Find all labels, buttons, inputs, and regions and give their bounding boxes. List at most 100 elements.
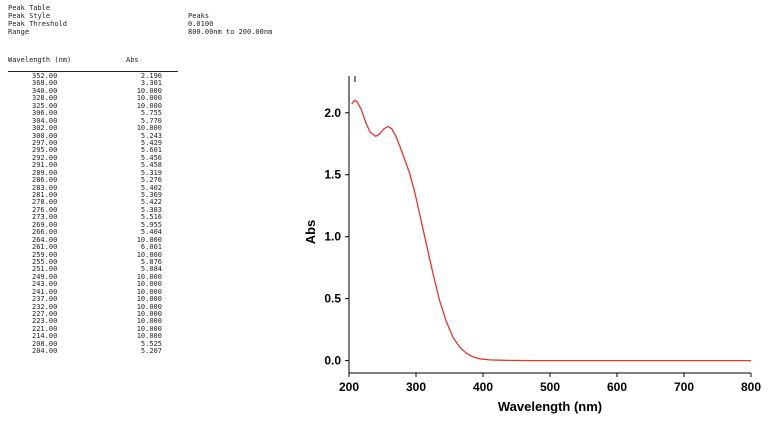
table-row: 281.00 5.369	[8, 191, 178, 199]
table-row: 223.00 10.000	[8, 317, 178, 326]
peak-threshold-label: Peak Threshold	[8, 20, 68, 28]
peak-abs: 3.301	[140, 79, 162, 88]
peak-wavelength: 227.00	[32, 310, 58, 318]
table-row: 227.00 10.000	[8, 310, 178, 318]
peak-wavelength: 266.00	[32, 228, 58, 237]
table-row: 264.00 10.000	[8, 235, 178, 244]
peak-wavelength: 255.00	[32, 257, 58, 266]
table-row: 243.00 10.000	[8, 280, 178, 289]
table-row: 289.00 5.319	[8, 168, 178, 177]
table-row: 283.00 5.402	[8, 183, 178, 192]
table-row: 251.00 5.084	[8, 265, 178, 274]
x-tick-label: 200	[339, 380, 359, 394]
x-tick-label: 400	[473, 380, 493, 394]
x-tick-label: 700	[674, 380, 694, 394]
peak-wavelength: 241.00	[32, 287, 58, 296]
table-row: 306.00 5.755	[8, 109, 178, 118]
table-row: 352.00 2.196	[8, 72, 178, 80]
peak-abs: 5.319	[140, 168, 162, 177]
peak-wavelength: 325.00	[32, 101, 58, 110]
peak-abs: 5.084	[140, 265, 162, 274]
peak-abs: 5.955	[140, 220, 162, 229]
peak-abs: 6.001	[140, 243, 162, 252]
x-tick-label: 300	[406, 380, 426, 394]
peak-wavelength: 276.00	[32, 205, 58, 214]
table-row: 261.00 6.001	[8, 243, 178, 252]
table-row: 295.00 5.601	[8, 146, 178, 155]
peak-wavelength: 278.00	[32, 198, 58, 207]
peak-abs: 5.402	[140, 183, 162, 192]
table-row: 278.00 5.422	[8, 198, 178, 207]
table-row: 300.00 5.243	[8, 131, 178, 140]
peak-abs: 10.000	[136, 287, 162, 296]
table-row: 221.00 10.000	[8, 324, 178, 333]
y-tick-label: 0.5	[324, 292, 341, 306]
peak-abs: 10.000	[136, 272, 162, 281]
peak-abs: 5.383	[140, 205, 162, 214]
peak-abs: 5.404	[140, 228, 162, 237]
y-axis-label: Abs	[303, 220, 318, 245]
table-row: 255.00 5.876	[8, 257, 178, 266]
peak-abs: 10.000	[136, 317, 162, 326]
y-tick-label: 2.0	[324, 106, 341, 120]
peak-abs: 5.429	[140, 138, 162, 147]
y-tick-label: 1.0	[324, 230, 341, 244]
peak-wavelength: 281.00	[32, 191, 58, 199]
peak-wavelength: 297.00	[32, 138, 58, 147]
peak-wavelength: 368.00	[32, 79, 58, 88]
peak-abs: 5.276	[140, 176, 162, 185]
peak-abs: 10.000	[136, 280, 162, 289]
peak-table-label: Peak Table	[8, 4, 51, 12]
peak-abs: 10.000	[136, 235, 162, 244]
peak-wavelength: 273.00	[32, 213, 58, 222]
peak-abs: 5.369	[140, 191, 162, 199]
range-label: Range	[8, 28, 30, 36]
column-header-wavelength: Wavelength (nm)	[8, 56, 72, 64]
table-row: 266.00 5.404	[8, 228, 178, 237]
peak-abs: 5.755	[140, 109, 162, 118]
y-tick-label: 1.5	[324, 168, 341, 182]
peak-abs: 5.458	[140, 161, 162, 170]
table-row: 208.00 5.525	[8, 340, 178, 348]
x-tick-label: 500	[540, 380, 560, 394]
peak-wavelength: 259.00	[32, 250, 58, 259]
table-row: 304.00 5.770	[8, 117, 178, 125]
peak-wavelength: 243.00	[32, 280, 58, 289]
table-row: 302.00 10.000	[8, 124, 178, 133]
range-value: 800.00nm to 200.00nm	[188, 28, 273, 36]
peak-style-label: Peak Style	[8, 12, 51, 20]
table-row: 292.00 5.456	[8, 154, 178, 162]
x-tick-label: 800	[741, 380, 761, 394]
peak-abs: 10.000	[136, 332, 162, 341]
peak-wavelength: 223.00	[32, 317, 58, 326]
column-header-abs: Abs	[126, 56, 139, 64]
peak-wavelength: 340.00	[32, 86, 58, 95]
peak-abs: 10.000	[136, 295, 162, 304]
peak-table: 352.00 2.196 368.00 3.301 340.00 10.000 328.00…	[8, 72, 178, 356]
peak-abs: 5.422	[140, 198, 162, 207]
peak-wavelength: 264.00	[32, 235, 58, 244]
peak-wavelength: 232.00	[32, 302, 58, 311]
peak-abs: 5.516	[140, 213, 162, 222]
table-row: 204.00 5.207	[8, 347, 178, 356]
table-row: 232.00 10.000	[8, 302, 178, 311]
peak-wavelength: 204.00	[32, 347, 58, 356]
peak-wavelength: 352.00	[32, 72, 58, 80]
table-row: 269.00 5.955	[8, 220, 178, 229]
peak-wavelength: 221.00	[32, 324, 58, 333]
peak-wavelength: 302.00	[32, 124, 58, 133]
peak-wavelength: 295.00	[32, 146, 58, 155]
peak-abs: 10.000	[136, 124, 162, 133]
peak-wavelength: 249.00	[32, 272, 58, 281]
series-line	[351, 99, 751, 362]
peak-wavelength: 269.00	[32, 220, 58, 229]
peak-abs: 5.243	[140, 131, 162, 140]
peak-abs: 5.207	[140, 347, 162, 356]
table-row: 297.00 5.429	[8, 138, 178, 147]
peak-abs: 2.196	[140, 72, 162, 80]
peak-wavelength: 300.00	[32, 131, 58, 140]
peak-threshold-value: 0.0100	[188, 20, 214, 28]
table-row: 328.00 10.000	[8, 94, 178, 102]
